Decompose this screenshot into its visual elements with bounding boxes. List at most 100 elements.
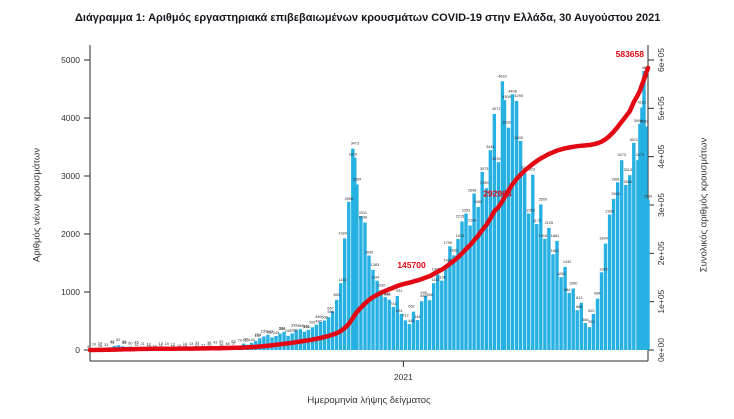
bar-value-label: 3571 — [630, 138, 638, 142]
daily-cases-bar — [496, 162, 501, 350]
bar-value-label: 508 — [321, 316, 327, 320]
daily-cases-bar — [387, 299, 391, 350]
daily-cases-bar — [500, 81, 505, 351]
bar-value-label: 446 — [408, 319, 414, 323]
daily-cases-bar — [575, 310, 579, 350]
bar-value-label: 10 — [92, 342, 96, 346]
bar-value-label: 63 — [231, 339, 235, 343]
bar-value-label: 3013 — [624, 168, 632, 172]
bar-value-label: 3273 — [617, 153, 625, 157]
bar-value-label: 2854 — [353, 178, 361, 182]
bar-value-label: 3445 — [486, 145, 494, 149]
bar-value-label: 4633 — [498, 74, 506, 78]
bar-value-label: 217 — [267, 330, 273, 334]
bar-value-label: 813 — [576, 296, 582, 300]
y-right-tick-label: 2e+05 — [656, 241, 666, 265]
daily-cases-bar — [440, 280, 444, 350]
bar-value-label: 2465 — [474, 200, 482, 204]
daily-cases-bar — [419, 301, 424, 350]
daily-cases-bar — [523, 173, 527, 350]
daily-cases-bar — [514, 100, 519, 351]
daily-cases-bar — [379, 290, 383, 350]
bar-value-label: 71 — [110, 341, 114, 345]
daily-cases-bar — [472, 193, 476, 350]
bar-value-label: 13 — [189, 342, 193, 346]
daily-cases-bar — [567, 292, 571, 350]
daily-cases-bar — [642, 71, 646, 350]
bar-value-label: 43 — [213, 341, 217, 345]
bar-value-label: 1151 — [432, 278, 440, 282]
bar-value-label: 1305 — [431, 267, 439, 271]
bar-value-label: 624 — [396, 309, 402, 313]
bar-value-label: 3900 — [634, 119, 642, 123]
daily-cases-bar — [282, 331, 286, 350]
bar-value-label: 935 — [420, 291, 426, 295]
daily-cases-bar — [395, 296, 399, 350]
daily-cases-bar — [502, 100, 507, 350]
daily-cases-bar — [423, 295, 428, 350]
bar-value-label: 36 — [207, 341, 211, 345]
y-left-tick-label: 4000 — [61, 113, 80, 123]
y-right-tick-label: 5e+05 — [656, 96, 666, 120]
bar-value-label: 2215 — [456, 215, 464, 219]
daily-cases-bar — [428, 300, 432, 350]
y-left-tick-label: 5000 — [61, 55, 80, 65]
bar-value-label: 36 — [219, 343, 223, 347]
milestone-annotation: 583658 — [616, 49, 645, 59]
bar-value-label: 1790 — [444, 241, 452, 245]
bar-value-label: 262 — [267, 330, 273, 334]
bar-value-label: 15 — [165, 342, 169, 346]
daily-cases-bar — [347, 201, 351, 350]
bar-value-label: 82 — [116, 338, 120, 342]
daily-cases-bar — [611, 198, 616, 350]
bar-value-label: 622 — [588, 309, 594, 313]
daily-cases-bar — [510, 94, 515, 350]
bar-value-label: 19 — [177, 344, 181, 348]
bar-value-label: 10 — [153, 344, 157, 348]
bar-value-label: 2353 — [526, 209, 534, 213]
bar-value-label: 2146 — [468, 219, 476, 223]
bar-value-label: 2105 — [545, 221, 553, 225]
bar-value-label: 2334 — [605, 210, 613, 214]
bar-value-label: 3316 — [349, 153, 357, 157]
x-axis-ticks: 2021 — [394, 361, 413, 382]
bar-value-label: 3833 — [502, 121, 510, 125]
bar-value-label: 1913 — [456, 234, 464, 238]
bar-value-label: 2556 — [345, 197, 353, 201]
daily-cases-bar — [484, 188, 488, 350]
bar-value-label: 56 — [122, 340, 126, 344]
bar-value-label: 4181 — [638, 101, 646, 105]
daily-cases-bar — [339, 283, 343, 350]
milestone-annotations: 145700 292963 583658 — [397, 49, 644, 270]
bar-value-label: 10 — [171, 344, 175, 348]
bar-value-label: 391 — [309, 320, 315, 324]
daily-cases-bar — [375, 280, 379, 350]
bar-value-label: 21 — [140, 342, 144, 346]
daily-cases-bar — [547, 227, 551, 350]
x-tick-label: 2021 — [394, 372, 413, 382]
bar-value-label: 2509 — [539, 198, 547, 202]
daily-cases-bar — [646, 199, 650, 350]
daily-cases-bar — [399, 313, 403, 350]
bar-value-label: 1460 — [444, 258, 452, 262]
bar-value-label: 32 — [134, 343, 138, 347]
bar-value-label: 912 — [384, 292, 390, 296]
y-right-axis-ticks: 0e+00 1e+05 2e+05 3e+05 4e+05 5e+05 6e+05 — [648, 48, 666, 362]
daily-cases-bar — [636, 160, 640, 350]
bar-value-label: 312 — [279, 327, 285, 331]
daily-cases-bar — [330, 311, 335, 350]
bar-value-label: 482 — [315, 315, 321, 319]
chart-title: Διάγραμμα 1: Αριθμός εργαστηριακά επιβεβ… — [75, 12, 661, 24]
bar-value-label: 31 — [195, 341, 199, 345]
bar-value-label: 1630 — [365, 251, 373, 255]
daily-cases-bar — [351, 148, 355, 350]
daily-cases-bar — [353, 157, 357, 350]
bar-value-label: 2789 — [480, 181, 488, 185]
daily-cases-bar — [415, 320, 420, 350]
bar-value-label: 29 — [207, 343, 211, 347]
bar-value-label: 841 — [420, 294, 426, 298]
bar-value-label: 1340 — [599, 267, 607, 271]
bar-value-label: 157 — [255, 334, 261, 338]
daily-cases-bar — [266, 334, 270, 350]
